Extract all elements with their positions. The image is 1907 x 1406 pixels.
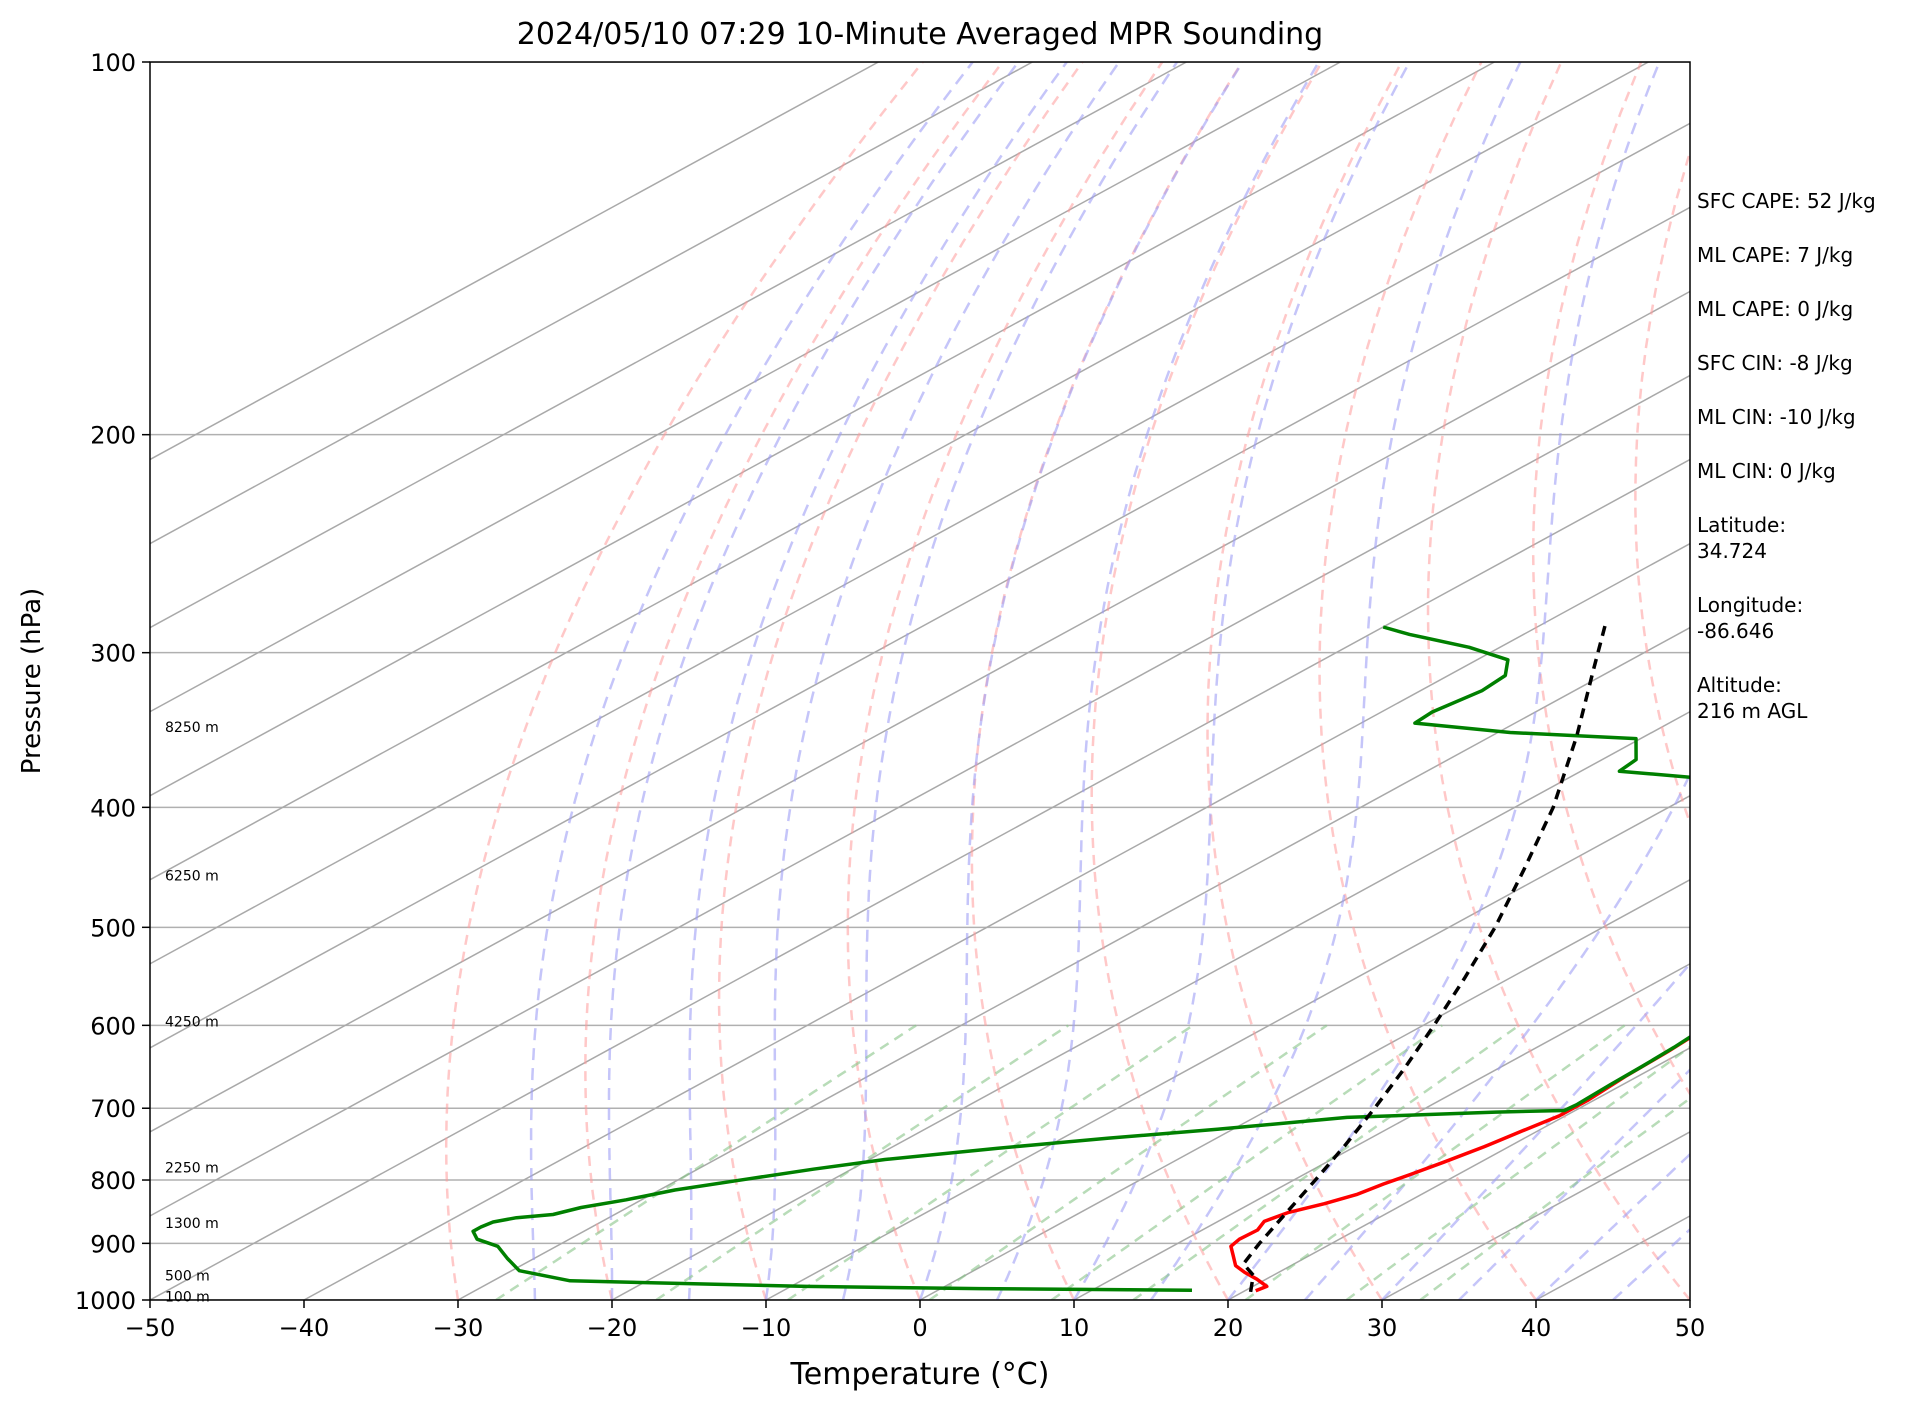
moist-adiabat-line (1227, 62, 1661, 1300)
isotherm-line (150, 62, 1187, 629)
ml-cin-text: ML CIN: -10 J/kg (1697, 405, 1856, 429)
x-tick-label: 20 (1213, 1314, 1244, 1342)
y-tick-label: 700 (90, 1095, 136, 1123)
x-tick-label: 30 (1367, 1314, 1398, 1342)
dry-adiabat-line (1318, 62, 1538, 1300)
x-tick-label: 0 (912, 1314, 927, 1342)
isotherm-line (150, 206, 1690, 1049)
mixing-ratio-line (655, 1024, 1069, 1300)
mixing-ratio-line (787, 1024, 1194, 1300)
dewpoint-line (471, 625, 1690, 1292)
y-tick-label: 500 (90, 914, 136, 942)
y-tick-label: 800 (90, 1167, 136, 1195)
y-axis-label: Pressure (hPa) (17, 588, 47, 775)
dry-adiabat-line (584, 62, 1004, 1300)
y-tick-label: 1000 (75, 1287, 136, 1315)
sfc-cin-text: SFC CIN: -8 J/kg (1697, 351, 1853, 375)
sfc-cape-text: SFC CAPE: 52 J/kg (1697, 189, 1876, 213)
mixing-ratio-line (928, 1024, 1328, 1300)
moist-adiabat-line (1535, 1152, 1690, 1300)
moist-adiabat-line (995, 62, 1320, 1300)
background-lines (150, 62, 1690, 1300)
height-labels: 8250 m 6250 m 4250 m 2250 m 1300 m 500 m 100 m (165, 720, 219, 1305)
height-label: 100 m (165, 1289, 210, 1305)
stats-panel: SFC CAPE: 52 J/kg ML CAPE: 7 J/kg ML CAP… (1697, 188, 1902, 752)
y-tick-label: 400 (90, 794, 136, 822)
ml-cape-text: ML CAPE: 7 J/kg (1697, 243, 1854, 267)
axis-ticks: −50 −40 −30 −20 −10 0 10 20 30 40 50 100 200 300 400 50… (75, 49, 1705, 1342)
isotherm-line (303, 542, 1690, 1300)
x-tick-label: −40 (279, 1314, 330, 1342)
moist-adiabat-line (764, 62, 1121, 1300)
mixing-ratio-line (1132, 1024, 1520, 1300)
moist-adiabat-line (841, 62, 1179, 1300)
x-tick-label: 50 (1675, 1314, 1706, 1342)
temperature-line (1229, 1035, 1690, 1293)
height-label: 1300 m (165, 1216, 219, 1232)
isotherm-line (150, 458, 1690, 1300)
x-tick-label: −50 (125, 1314, 176, 1342)
x-axis-label: Temperature (°C) (790, 1357, 1050, 1392)
height-label: 6250 m (165, 869, 219, 885)
isotherm-line (150, 62, 1649, 881)
chart-title: 2024/05/10 07:29 10-Minute Averaged MPR … (517, 17, 1323, 52)
dry-adiabat-line (1206, 62, 1403, 1300)
isotherm-line (1073, 962, 1690, 1300)
isotherm-line (919, 878, 1690, 1300)
isotherm-line (150, 122, 1690, 965)
mixing-ratio-line (1050, 1024, 1443, 1300)
y-tick-label: 900 (90, 1230, 136, 1258)
dry-adiabat-line (846, 62, 1164, 1300)
moist-adiabat-line (1381, 961, 1690, 1300)
moist-adiabat-line (1072, 62, 1411, 1300)
isotherm-line (150, 374, 1690, 1217)
isotherm-line (150, 62, 1033, 545)
y-tick-label: 300 (90, 640, 136, 668)
mixing-ratio-line (1244, 1024, 1626, 1300)
x-tick-label: −20 (587, 1314, 638, 1342)
y-tick-label: 200 (90, 422, 136, 450)
height-label: 500 m (165, 1268, 210, 1284)
latitude-text: Latitude: 34.724 (1697, 513, 1787, 563)
ml-cape-text-2: ML CAPE: 0 J/kg (1697, 297, 1854, 321)
mixing-ratio-line (1345, 1045, 1690, 1300)
ml-cin-text-2: ML CIN: 0 J/kg (1697, 459, 1836, 483)
moist-adiabat-line (687, 62, 1068, 1300)
dry-adiabat-line (444, 62, 924, 1300)
isotherm-line (150, 290, 1690, 1133)
isotherm-line (765, 794, 1690, 1300)
y-tick-label: 600 (90, 1012, 136, 1040)
moist-adiabat-line (1458, 1068, 1690, 1300)
series-lines (471, 622, 1690, 1293)
dry-adiabat-line (1090, 62, 1323, 1300)
moist-adiabat-line (1149, 62, 1522, 1300)
dry-adiabat-line (1426, 62, 1690, 1300)
height-label: 2250 m (165, 1160, 219, 1176)
isotherm-line (150, 62, 1495, 797)
height-label: 4250 m (165, 1015, 219, 1031)
isotherm-line (1227, 1047, 1690, 1300)
x-tick-label: −30 (433, 1314, 484, 1342)
mixing-ratio-line (495, 1024, 917, 1300)
isotherm-line (150, 62, 1341, 713)
x-tick-label: 40 (1521, 1314, 1552, 1342)
mixing-ratio-line (1419, 1096, 1690, 1300)
height-label: 8250 m (165, 720, 219, 736)
moist-adiabat-line (918, 62, 1244, 1300)
x-tick-label: −10 (741, 1314, 792, 1342)
moist-adiabat-line (529, 62, 974, 1300)
moist-adiabat-line (607, 62, 1020, 1300)
dry-adiabat-line (717, 62, 1084, 1300)
isotherm-line (150, 62, 879, 461)
longitude-text: Longitude: -86.646 (1697, 593, 1804, 643)
y-tick-label: 100 (90, 49, 136, 77)
isotherm-line (611, 710, 1690, 1300)
x-tick-label: 10 (1059, 1314, 1090, 1342)
altitude-text: Altitude: 216 m AGL (1697, 673, 1808, 723)
